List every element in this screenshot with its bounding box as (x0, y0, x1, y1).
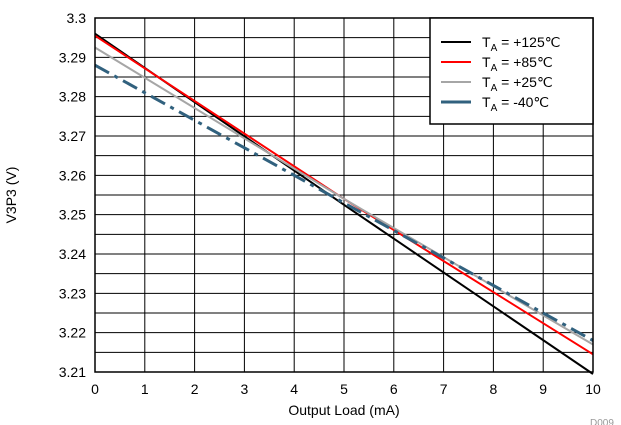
x-axis-label: Output Load (mA) (288, 402, 399, 418)
plot-frame (94, 17, 594, 373)
x-axis-ticks: 0 1 2 3 4 5 6 7 8 9 10 (91, 381, 601, 397)
x-tick-label: 10 (585, 381, 601, 397)
y-tick-label: 3.3 (67, 10, 87, 26)
series-lines (94, 32, 594, 375)
y-tick-label: 3.29 (59, 49, 86, 65)
legend-entry: TA = -40℃ (482, 94, 549, 114)
legend-entry: TA = +85℃ (482, 54, 553, 74)
y-tick-label: 3.21 (59, 364, 86, 380)
x-tick-label: 3 (241, 381, 249, 397)
x-tick-label: 9 (539, 381, 547, 397)
legend: TA = +125℃TA = +85℃TA = +25℃TA = -40℃ (429, 17, 594, 125)
series-line-3 (94, 46, 594, 346)
y-tick-label: 3.25 (59, 207, 86, 223)
legend-box (429, 17, 594, 125)
x-tick-label: 4 (290, 381, 298, 397)
x-tick-label: 7 (440, 381, 448, 397)
figure-id: D009 (590, 418, 614, 425)
y-tick-label: 3.24 (59, 246, 86, 262)
y-axis-ticks: 3.21 3.22 3.23 3.24 3.25 3.26 3.27 3.28 3.29 3.3 (59, 10, 86, 380)
x-tick-label: 6 (390, 381, 398, 397)
y-tick-label: 3.27 (59, 128, 86, 144)
y-tick-label: 3.28 (59, 89, 86, 105)
y-tick-label: 3.23 (59, 285, 86, 301)
x-tick-label: 1 (141, 381, 149, 397)
x-tick-label: 5 (340, 381, 348, 397)
legend-entry: TA = +25℃ (482, 74, 553, 94)
x-tick-label: 2 (191, 381, 199, 397)
legend-entry: TA = +125℃ (482, 34, 560, 54)
y-tick-label: 3.26 (59, 167, 86, 183)
x-tick-label: 8 (490, 381, 498, 397)
x-tick-label: 0 (91, 381, 99, 397)
y-axis-label: V3P3 (V) (3, 167, 19, 224)
y-tick-label: 3.22 (59, 325, 86, 341)
